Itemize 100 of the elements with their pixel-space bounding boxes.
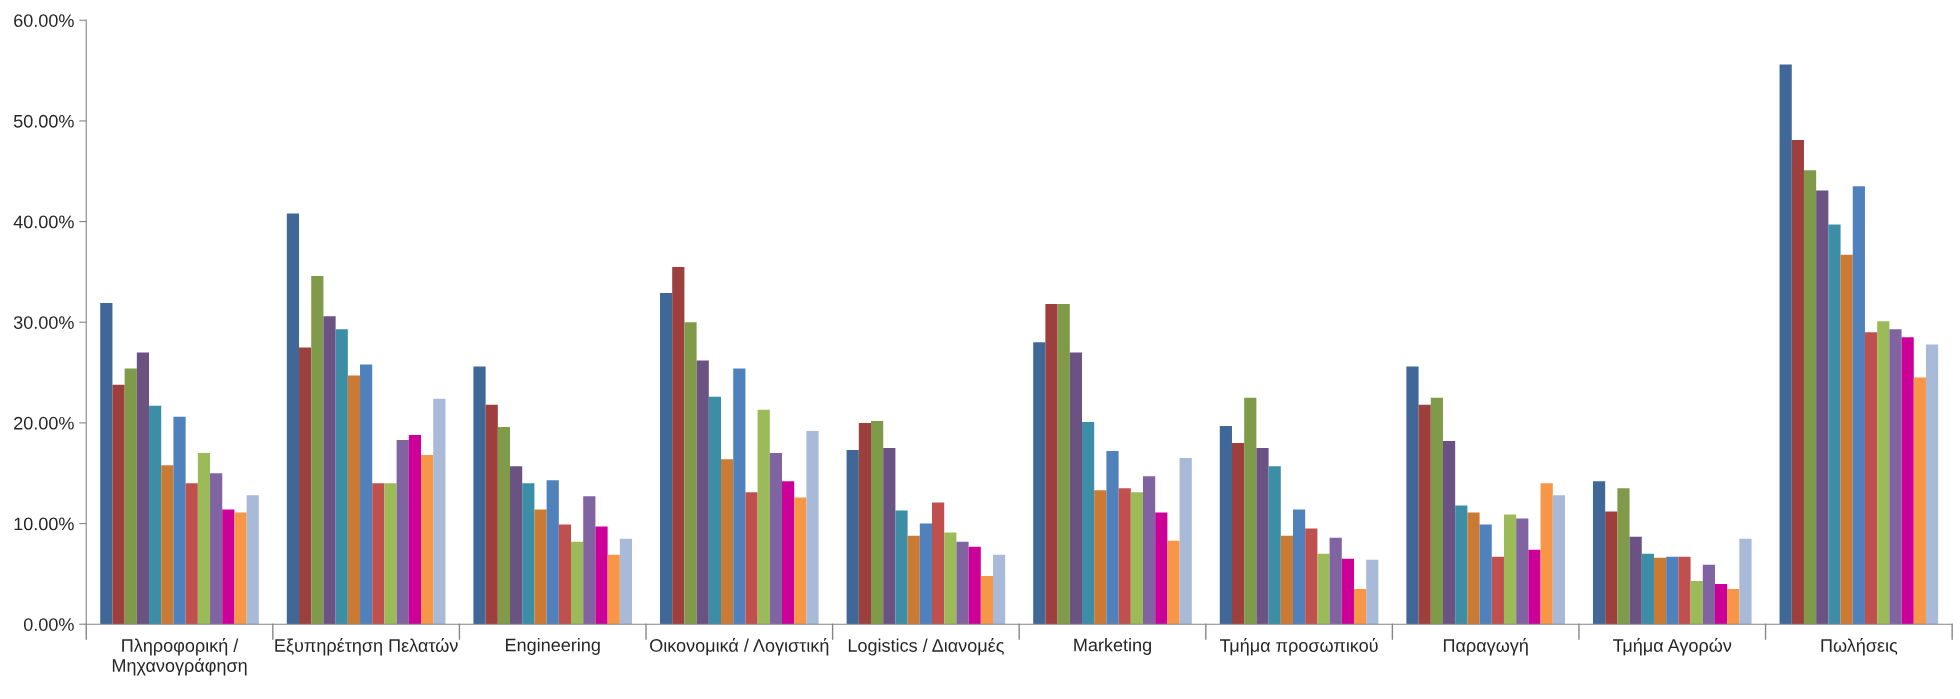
bar (696, 360, 709, 625)
bar (757, 409, 770, 625)
bar (672, 266, 685, 625)
bar (1605, 511, 1618, 625)
bar (1231, 443, 1245, 625)
x-tick-label: Logistics / Διανομές (848, 638, 1004, 656)
x-tick-label: Τμήμα προσωπικού (1220, 638, 1378, 656)
bar (1219, 425, 1232, 625)
bar (745, 492, 758, 625)
bar (907, 535, 920, 625)
bar (1366, 559, 1379, 625)
bar (1317, 553, 1330, 625)
x-tick-label: Πωλήσεις (1821, 638, 1898, 656)
bar (1442, 441, 1456, 625)
bar (234, 512, 247, 625)
bar (408, 434, 422, 625)
bar (360, 364, 373, 625)
bar (1118, 488, 1131, 625)
bar (806, 430, 819, 625)
bar (485, 404, 498, 625)
y-tick-label: 50.00% (13, 114, 74, 128)
bar (1143, 476, 1156, 625)
x-tick-label: Engineering (506, 638, 600, 655)
bar (522, 483, 535, 625)
bar (1130, 492, 1143, 625)
bar (1901, 337, 1914, 625)
bar (1106, 451, 1119, 625)
bar (112, 384, 125, 625)
y-tick-label: 0.00% (23, 618, 74, 631)
bar (944, 532, 957, 625)
bar (1167, 540, 1180, 625)
bar (1430, 397, 1443, 625)
bar (1268, 466, 1281, 625)
bar (1455, 505, 1468, 625)
bar (1727, 588, 1740, 625)
bar (895, 510, 908, 625)
bar (510, 466, 523, 625)
bar (1714, 583, 1728, 625)
bar (246, 495, 259, 625)
bar (595, 526, 608, 625)
bar (222, 509, 235, 625)
bar (1418, 404, 1431, 625)
bar (1592, 481, 1606, 625)
bar (846, 450, 859, 625)
bar (1069, 352, 1082, 625)
bar (1739, 538, 1752, 625)
y-tick-label: 10.00% (14, 517, 74, 531)
bar (1913, 377, 1926, 625)
bar (1082, 421, 1095, 625)
bar (197, 453, 211, 625)
bar (421, 455, 434, 625)
bar (1503, 514, 1517, 625)
bar (1889, 329, 1902, 625)
bar (1280, 535, 1293, 625)
bar (100, 303, 113, 625)
y-tick-label: 20.00% (14, 416, 74, 430)
bar (883, 448, 896, 625)
bar (1864, 332, 1878, 625)
bar (546, 480, 559, 625)
bar (497, 426, 511, 625)
bar (1877, 321, 1890, 625)
bar (1840, 254, 1853, 625)
bar (1702, 564, 1715, 625)
bar (993, 554, 1006, 625)
y-tick-label: 30.00% (13, 316, 74, 329)
bar (124, 368, 137, 625)
bar (1406, 366, 1419, 625)
bar (1779, 64, 1792, 625)
bar (733, 368, 746, 625)
bar (1803, 170, 1817, 625)
bar (1292, 509, 1306, 625)
bar (956, 541, 969, 625)
bar (708, 396, 722, 625)
bar (1678, 556, 1691, 625)
bar (558, 524, 572, 625)
x-tick-label: Εξυπηρέτηση Πελατών (275, 638, 458, 656)
bar (660, 293, 673, 625)
bar (161, 465, 174, 625)
bar (1540, 483, 1553, 625)
bar (1528, 549, 1541, 625)
bar (1791, 140, 1804, 625)
bar (1653, 557, 1667, 625)
bar (1341, 558, 1354, 625)
bar (173, 416, 186, 625)
bar (607, 554, 620, 625)
bar (968, 546, 981, 625)
bar (619, 538, 633, 625)
bar (583, 496, 596, 625)
bar (396, 440, 409, 625)
bar (372, 483, 385, 625)
bar (210, 473, 223, 625)
bar (1244, 397, 1257, 625)
bar (1925, 344, 1939, 625)
x-tick-label: Marketing (1074, 638, 1151, 655)
bar (347, 375, 361, 625)
bar (299, 347, 312, 625)
x-tick-label: Πληροφορική / Μηχανογράφηση (112, 638, 247, 676)
bar (1690, 580, 1703, 625)
bar (185, 483, 198, 625)
bar (980, 575, 994, 625)
